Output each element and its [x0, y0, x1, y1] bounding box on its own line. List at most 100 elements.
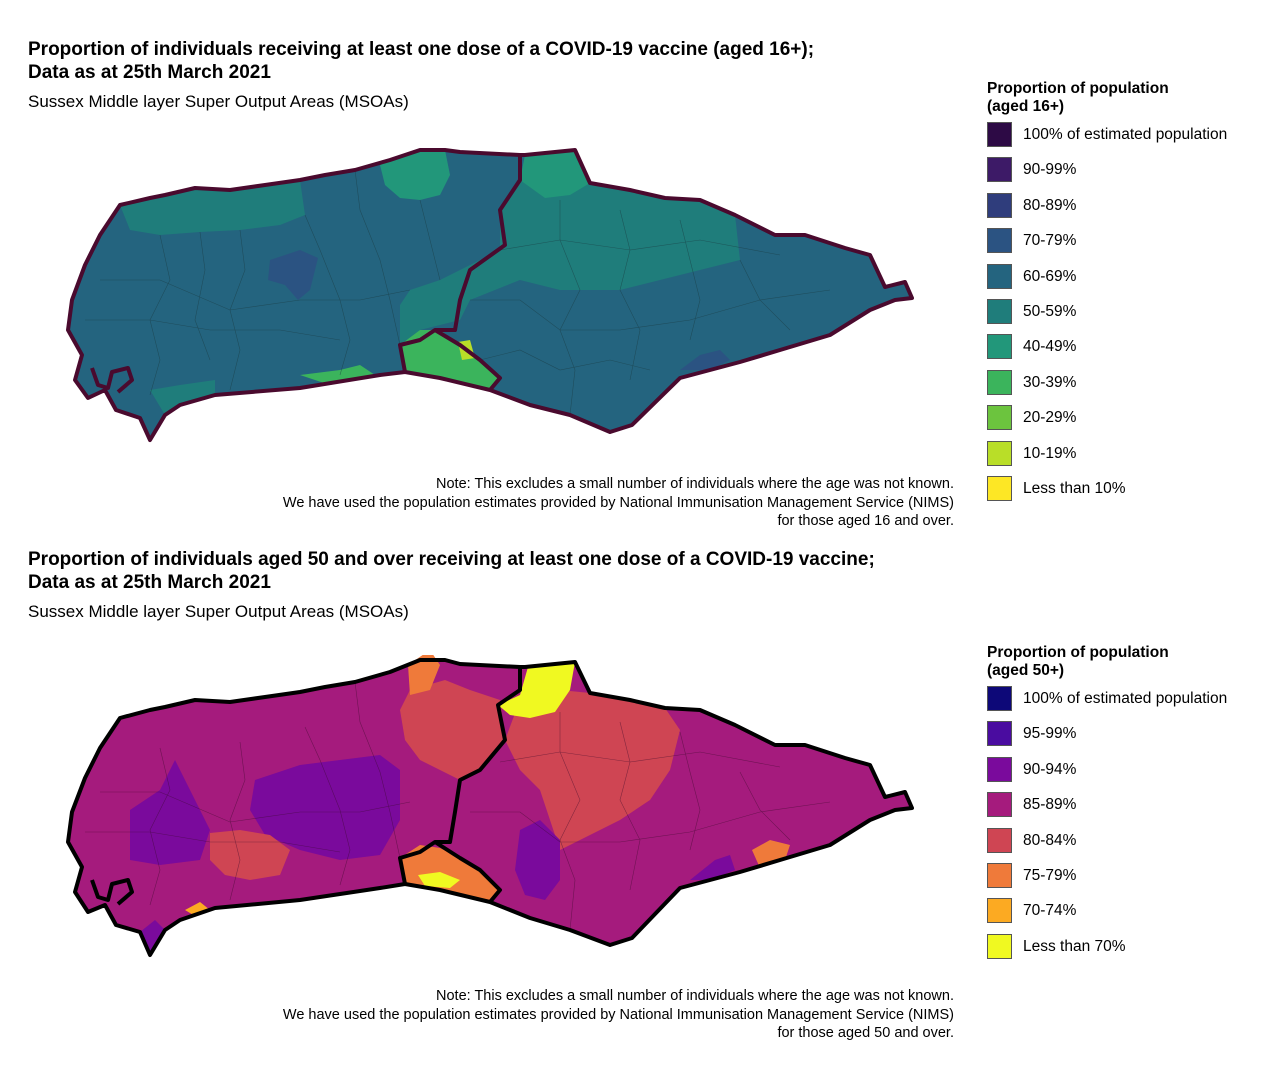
legend-label: 10-19%	[1023, 444, 1077, 462]
legend-swatch	[987, 298, 1012, 324]
legend-swatch	[987, 369, 1012, 395]
legend-label: 50-59%	[1023, 302, 1077, 320]
legend-aged-16: Proportion of population (aged 16+) 100%…	[987, 80, 1227, 511]
legend-title-line-1: Proportion of population	[987, 80, 1169, 97]
legend-swatch	[987, 686, 1012, 711]
legend-aged-50: Proportion of population (aged 50+) 100%…	[987, 644, 1227, 969]
legend-swatch	[987, 721, 1012, 747]
brighton-boundary	[433, 328, 502, 392]
legend-label: 90-94%	[1023, 760, 1077, 778]
legend-title-line-2: (aged 50+)	[987, 662, 1065, 679]
legend-label: 90-99%	[1023, 161, 1077, 179]
legend-swatch	[987, 862, 1012, 888]
sussex-outline	[66, 658, 914, 957]
chart-note: Note: This excludes a small number of in…	[54, 987, 954, 1043]
map-region-coast-east	[680, 350, 730, 370]
map-region-mid-purple	[250, 755, 400, 860]
legend-label: 80-89%	[1023, 196, 1077, 214]
legend-swatch	[987, 933, 1012, 959]
map-region-red-west	[210, 830, 290, 880]
title-line-1: Proportion of individuals receiving at l…	[28, 39, 815, 60]
map-region-brighton-yellow	[418, 872, 460, 888]
legend-swatch	[987, 334, 1012, 360]
map-region-south-west	[150, 380, 215, 415]
legend-label: 100% of estimated population	[1023, 126, 1228, 143]
legend-label: 80-84%	[1023, 831, 1077, 849]
map-region-east-purple	[515, 820, 560, 900]
title-line-2: Data as at 25th March 2021	[28, 572, 271, 593]
legend-item: 80-84%	[987, 827, 1169, 863]
legend-swatch	[987, 827, 1012, 853]
county-boundary-west-east	[398, 155, 522, 373]
chart-title: Proportion of individuals aged 50 and ov…	[28, 548, 875, 594]
legend-item: 60-69%	[987, 263, 1169, 299]
legend-item: 80-89%	[987, 192, 1169, 228]
panel-aged-50: Proportion of individuals aged 50 and ov…	[0, 540, 1280, 1080]
legend-label: 70-79%	[1023, 232, 1077, 250]
legend-swatch	[987, 192, 1012, 218]
legend-item: 50-59%	[987, 298, 1169, 334]
note-line-2: We have used the population estimates pr…	[282, 1006, 954, 1023]
map-region-central-red	[400, 680, 505, 780]
legend-swatch	[987, 228, 1012, 254]
legend-label: Less than 70%	[1023, 937, 1126, 955]
legend-swatch	[987, 756, 1012, 782]
map-region-dark	[268, 250, 318, 300]
map-region-worthing	[300, 365, 375, 385]
map-region-east-coast-purple	[690, 855, 735, 880]
title-line-1: Proportion of individuals aged 50 and ov…	[28, 549, 875, 570]
county-boundary-west-east	[398, 667, 522, 885]
sussex-map-aged-16	[66, 148, 914, 442]
title-line-2: Data as at 25th March 2021	[28, 62, 271, 83]
harbour-inlet	[90, 366, 134, 394]
map-region-north-orange	[408, 655, 440, 695]
legend-label: 85-89%	[1023, 796, 1077, 814]
note-line-1: Note: This excludes a small number of in…	[436, 988, 954, 1004]
legend-label: 75-79%	[1023, 866, 1077, 884]
chart-subtitle: Sussex Middle layer Super Output Areas (…	[28, 92, 409, 111]
sussex-outline	[66, 148, 914, 442]
legend-item: 100% of estimated population	[987, 686, 1227, 721]
legend-title-line-2: (aged 16+)	[987, 98, 1065, 115]
legend-label: 100% of estimated population	[1023, 690, 1228, 707]
note-line-2: We have used the population estimates pr…	[282, 494, 954, 511]
note-line-3: for those aged 16 and over.	[777, 513, 954, 529]
legend-label: 70-74%	[1023, 902, 1077, 920]
legend-item: 100% of estimated population	[987, 122, 1227, 157]
legend-label: 40-49%	[1023, 338, 1077, 356]
legend-label: 30-39%	[1023, 373, 1077, 391]
map-region-north	[380, 150, 450, 200]
legend-item: Less than 70%	[987, 933, 1169, 969]
panel-aged-16: Proportion of individuals receiving at l…	[28, 39, 1227, 531]
chart-note: Note: This excludes a small number of in…	[54, 475, 954, 531]
legend-swatch	[987, 792, 1012, 818]
legend-item: 40-49%	[987, 334, 1169, 369]
sussex-map-aged-50	[66, 655, 914, 957]
chart-subtitle: Sussex Middle layer Super Output Areas (…	[28, 602, 409, 621]
map-region-west-top	[120, 180, 305, 235]
legend-swatch	[987, 263, 1012, 289]
legend-item: 90-94%	[987, 756, 1169, 792]
legend-swatch	[987, 405, 1012, 431]
legend-swatch	[987, 122, 1012, 147]
legend-title-line-1: Proportion of population	[987, 644, 1169, 661]
map-region-north-yellow	[498, 662, 575, 718]
legend-label: 95-99%	[1023, 725, 1077, 743]
legend-label: 20-29%	[1023, 409, 1077, 427]
legend-item: 75-79%	[987, 862, 1169, 898]
legend-swatch	[987, 440, 1012, 466]
legend-title: Proportion of population (aged 50+)	[987, 644, 1169, 680]
legend-item: 70-74%	[987, 898, 1169, 933]
map-region-mid	[400, 150, 740, 345]
legend-item: Less than 10%	[987, 475, 1169, 511]
legend-item: 70-79%	[987, 228, 1169, 263]
legend-label: 60-69%	[1023, 267, 1077, 285]
legend-item: 10-19%	[987, 440, 1169, 476]
legend-swatch	[987, 475, 1012, 501]
harbour-inlet	[90, 878, 134, 906]
legend-item: 20-29%	[987, 405, 1169, 440]
legend-swatch	[987, 157, 1012, 183]
map-region-east-red	[505, 690, 680, 850]
note-line-1: Note: This excludes a small number of in…	[436, 476, 954, 492]
map-region-ne	[520, 150, 590, 198]
